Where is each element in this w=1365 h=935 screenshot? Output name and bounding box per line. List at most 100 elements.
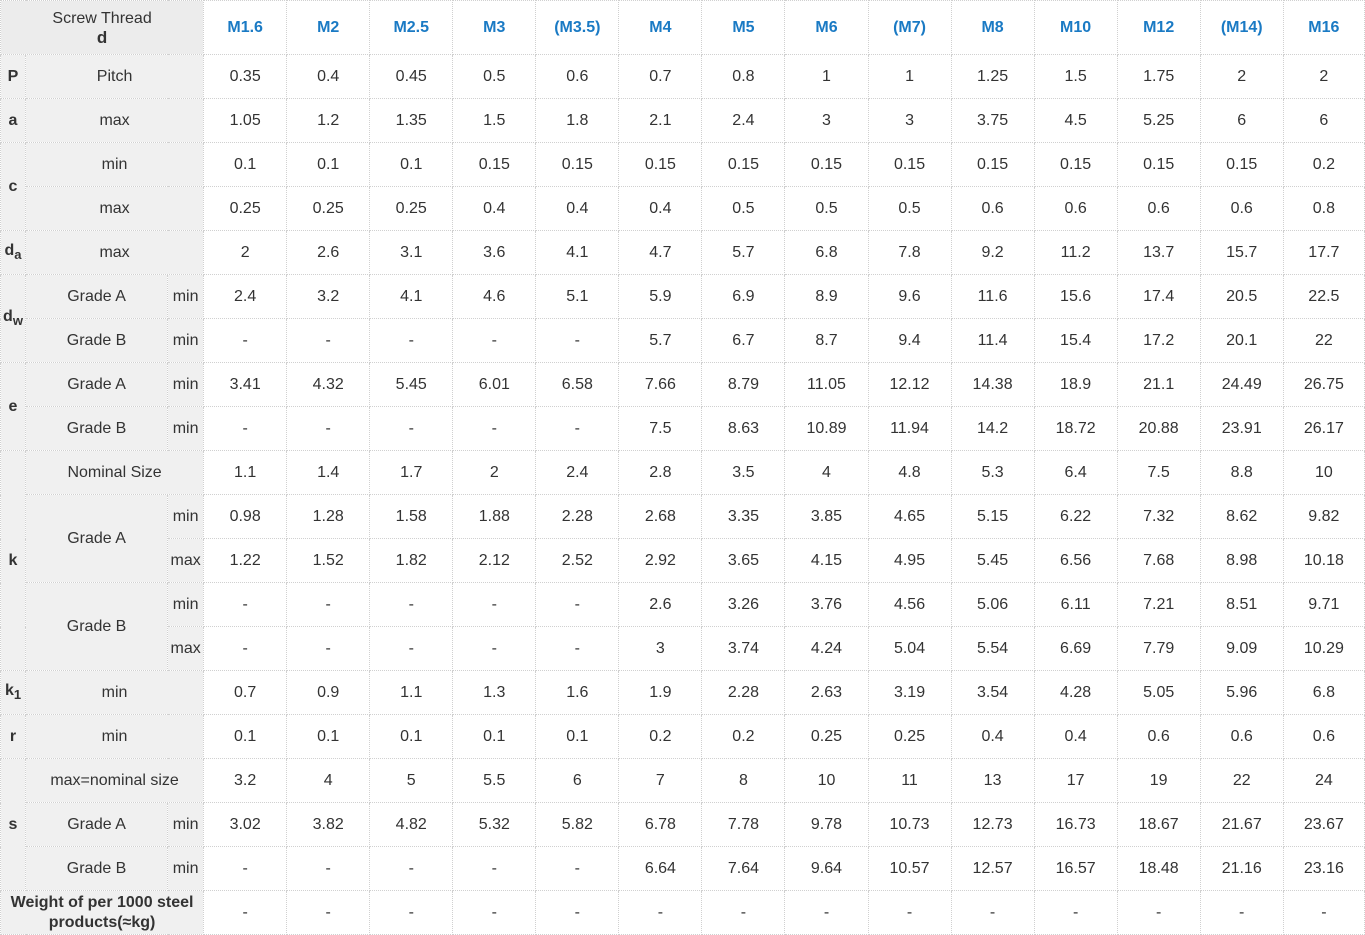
value-cell: - <box>203 582 288 627</box>
limit-label: min <box>167 582 205 627</box>
value-cell: 17.7 <box>1282 230 1365 275</box>
symbol-subscript: a <box>14 247 22 263</box>
value-cell: 2 <box>452 450 537 495</box>
value-cell: 3.74 <box>701 626 786 671</box>
value-cell: 0.15 <box>618 142 703 187</box>
symbol-text: k <box>4 682 14 700</box>
parameter-symbol: k1 <box>0 670 27 715</box>
value-cell: 21.16 <box>1199 846 1284 891</box>
value-cell: 4.24 <box>784 626 869 671</box>
size-header: M4 <box>618 0 703 55</box>
value-cell: 20.88 <box>1116 406 1201 451</box>
value-cell: 22 <box>1282 318 1365 363</box>
value-cell: 0.15 <box>867 142 952 187</box>
value-cell: 0.2 <box>618 714 703 759</box>
value-cell: 1.4 <box>286 450 371 495</box>
value-cell: 16.73 <box>1033 802 1118 847</box>
value-cell: 5.7 <box>701 230 786 275</box>
parameter-symbol: P <box>0 54 27 99</box>
value-cell: 2.92 <box>618 538 703 583</box>
value-cell: 1.22 <box>203 538 288 583</box>
symbol-text: a <box>8 111 18 129</box>
symbol-text: d <box>3 308 13 326</box>
grade-label: Grade A <box>25 494 169 583</box>
grade-label: Grade B <box>25 582 169 671</box>
size-header: M12 <box>1116 0 1201 55</box>
value-cell: 7.66 <box>618 362 703 407</box>
parameter-symbol: k <box>0 450 27 671</box>
value-cell: 4.1 <box>369 274 454 319</box>
symbol-text: P <box>7 67 19 85</box>
value-cell: 4.6 <box>452 274 537 319</box>
grade-label: Grade B <box>25 406 169 451</box>
value-cell: 0.15 <box>452 142 537 187</box>
value-cell: 1.25 <box>950 54 1035 99</box>
thread-header-cell: Screw Thread d <box>0 0 205 55</box>
value-cell: 7.5 <box>1116 450 1201 495</box>
value-cell: - <box>369 318 454 363</box>
value-cell: 4.32 <box>286 362 371 407</box>
value-cell: 7.64 <box>701 846 786 891</box>
parameter-symbol: dw <box>0 274 27 363</box>
value-cell: 0.9 <box>286 670 371 715</box>
limit-label: min <box>167 274 205 319</box>
value-cell: 5.15 <box>950 494 1035 539</box>
value-cell: 6.8 <box>1282 670 1365 715</box>
value-cell: 5.54 <box>950 626 1035 671</box>
value-cell: - <box>452 846 537 891</box>
value-cell: 2.8 <box>618 450 703 495</box>
value-cell: 18.67 <box>1116 802 1201 847</box>
value-cell: 0.6 <box>1199 714 1284 759</box>
value-cell: 5.32 <box>452 802 537 847</box>
value-cell: 0.35 <box>203 54 288 99</box>
value-cell: 11.05 <box>784 362 869 407</box>
value-cell: 1 <box>784 54 869 99</box>
value-cell: 2.1 <box>618 98 703 143</box>
value-cell: 9.64 <box>784 846 869 891</box>
limit-label: max <box>167 538 205 583</box>
size-header: M6 <box>784 0 869 55</box>
value-cell: 14.2 <box>950 406 1035 451</box>
value-cell: 1.58 <box>369 494 454 539</box>
value-cell: 0.4 <box>618 186 703 231</box>
value-cell: 6 <box>535 758 620 803</box>
value-cell: 0.5 <box>867 186 952 231</box>
value-cell: 0.25 <box>286 186 371 231</box>
value-cell: 3.76 <box>784 582 869 627</box>
value-cell: 17.2 <box>1116 318 1201 363</box>
value-cell: 15.6 <box>1033 274 1118 319</box>
value-cell: 0.6 <box>1116 714 1201 759</box>
value-cell: 1.7 <box>369 450 454 495</box>
symbol-text: r <box>9 727 17 745</box>
value-cell: - <box>286 582 371 627</box>
value-cell: 2.63 <box>784 670 869 715</box>
value-cell: 8.98 <box>1199 538 1284 583</box>
value-cell: 2.52 <box>535 538 620 583</box>
value-cell: 5.5 <box>452 758 537 803</box>
value-cell: 6.4 <box>1033 450 1118 495</box>
value-cell: 18.9 <box>1033 362 1118 407</box>
value-cell: 8.63 <box>701 406 786 451</box>
value-cell: 0.1 <box>203 142 288 187</box>
value-cell: 0.8 <box>1282 186 1365 231</box>
value-cell: - <box>535 318 620 363</box>
value-cell: 3.82 <box>286 802 371 847</box>
value-cell: 3.2 <box>203 758 288 803</box>
value-cell: 1.88 <box>452 494 537 539</box>
value-cell: 0.1 <box>286 714 371 759</box>
limit-label: min <box>167 494 205 539</box>
value-cell: 0.15 <box>701 142 786 187</box>
value-cell: - <box>286 846 371 891</box>
limit-label: min <box>167 802 205 847</box>
value-cell: 0.6 <box>950 186 1035 231</box>
value-cell: 5.7 <box>618 318 703 363</box>
size-header: M5 <box>701 0 786 55</box>
value-cell: 10.89 <box>784 406 869 451</box>
value-cell: - <box>452 318 537 363</box>
value-cell: 1.75 <box>1116 54 1201 99</box>
value-cell: - <box>452 582 537 627</box>
value-cell: 0.1 <box>535 714 620 759</box>
parameter-label: Nominal Size <box>25 450 205 495</box>
size-header: M2 <box>286 0 371 55</box>
value-cell: 0.98 <box>203 494 288 539</box>
